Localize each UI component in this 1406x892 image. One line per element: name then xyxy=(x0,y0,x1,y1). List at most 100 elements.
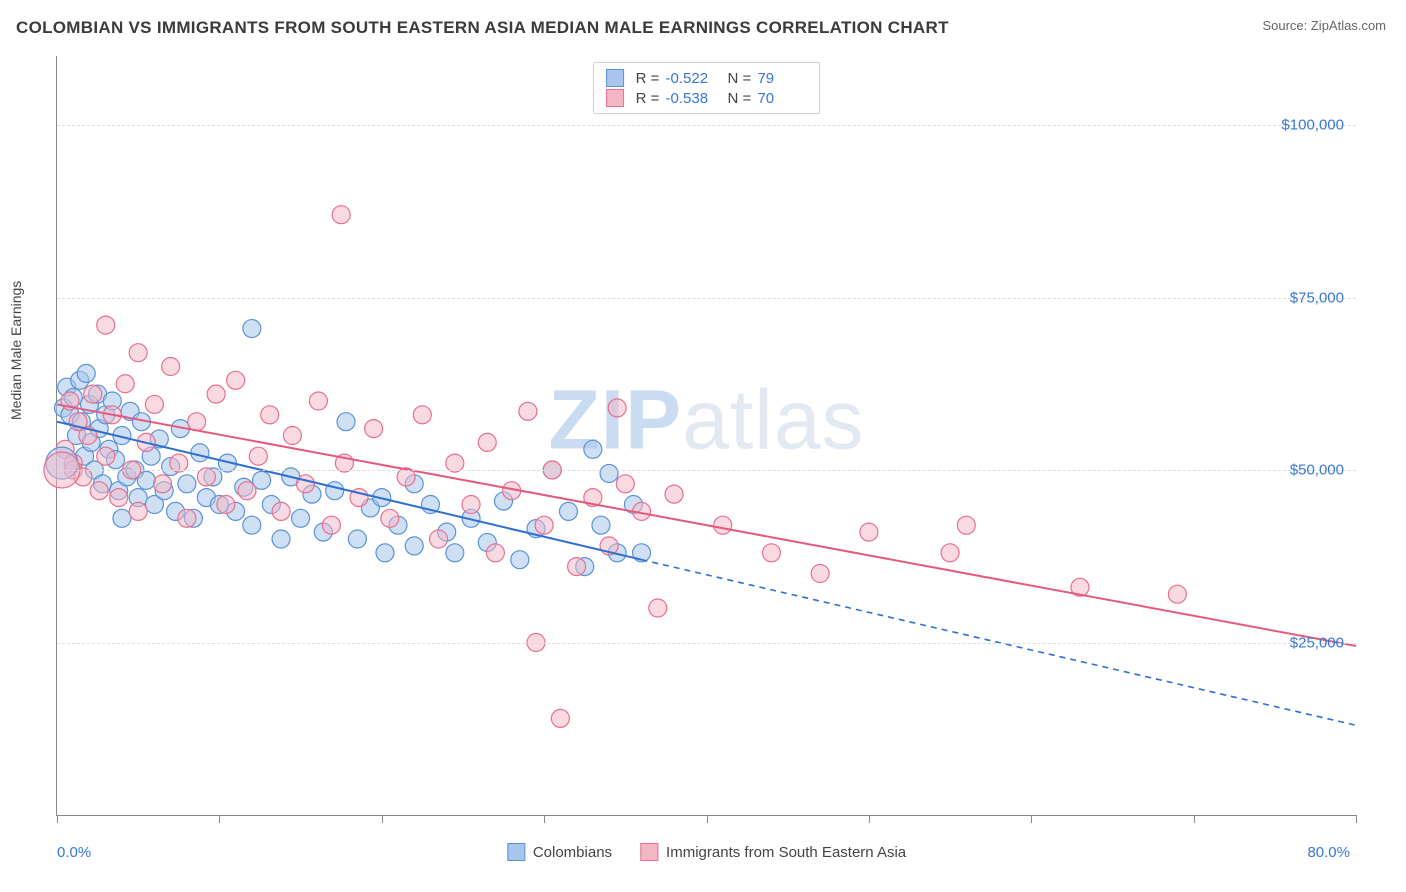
scatter-point xyxy=(486,544,504,562)
scatter-point xyxy=(332,206,350,224)
scatter-point xyxy=(649,599,667,617)
scatter-point xyxy=(283,427,301,445)
scatter-point xyxy=(860,523,878,541)
scatter-point xyxy=(600,464,618,482)
y-axis-label: Median Male Earnings xyxy=(8,281,24,420)
scatter-point xyxy=(238,482,256,500)
legend-stats-row-1: R = -0.522 N = 79 xyxy=(606,69,808,87)
scatter-point xyxy=(178,475,196,493)
scatter-point xyxy=(478,433,496,451)
scatter-point xyxy=(145,395,163,413)
scatter-point xyxy=(365,420,383,438)
r-label-2: R = xyxy=(636,90,660,107)
scatter-point xyxy=(665,485,683,503)
scatter-point xyxy=(129,502,147,520)
legend-stats: R = -0.522 N = 79 R = -0.538 N = 70 xyxy=(593,62,821,114)
scatter-point xyxy=(559,502,577,520)
scatter-point xyxy=(116,375,134,393)
scatter-point xyxy=(113,509,131,527)
y-tick-label: $75,000 xyxy=(1290,289,1344,306)
scatter-point xyxy=(811,565,829,583)
scatter-point xyxy=(326,482,344,500)
scatter-point xyxy=(249,447,267,465)
n-value-colombians: 79 xyxy=(757,70,807,87)
swatch-colombians xyxy=(606,69,624,87)
scatter-point xyxy=(608,399,626,417)
scatter-point xyxy=(296,475,314,493)
scatter-point xyxy=(714,516,732,534)
scatter-point xyxy=(584,440,602,458)
scatter-point xyxy=(191,444,209,462)
scatter-point xyxy=(322,516,340,534)
x-tick xyxy=(544,815,545,823)
scatter-point xyxy=(309,392,327,410)
scatter-point xyxy=(84,385,102,403)
scatter-point xyxy=(77,364,95,382)
legend-label-se-asia: Immigrants from South Eastern Asia xyxy=(666,844,906,861)
scatter-point xyxy=(511,551,529,569)
gridline-h xyxy=(57,643,1356,644)
scatter-point xyxy=(413,406,431,424)
scatter-point xyxy=(405,537,423,555)
scatter-point xyxy=(162,358,180,376)
n-label: N = xyxy=(728,70,752,87)
scatter-point xyxy=(446,544,464,562)
scatter-point xyxy=(272,502,290,520)
r-value-se-asia: -0.538 xyxy=(666,90,716,107)
scatter-point xyxy=(188,413,206,431)
y-tick-label: $100,000 xyxy=(1281,117,1344,134)
scatter-point xyxy=(129,344,147,362)
scatter-point xyxy=(207,385,225,403)
x-tick-label: 0.0% xyxy=(57,844,91,861)
n-label-2: N = xyxy=(728,90,752,107)
plot-svg xyxy=(57,56,1356,815)
scatter-point xyxy=(381,509,399,527)
x-tick xyxy=(707,815,708,823)
source-label: Source: ZipAtlas.com xyxy=(1262,18,1386,33)
scatter-point xyxy=(957,516,975,534)
scatter-point xyxy=(462,496,480,514)
scatter-point xyxy=(97,447,115,465)
legend-stats-row-2: R = -0.538 N = 70 xyxy=(606,89,808,107)
scatter-point xyxy=(261,406,279,424)
swatch-se-asia-2 xyxy=(640,843,658,861)
x-tick xyxy=(1356,815,1357,823)
legend-item-se-asia: Immigrants from South Eastern Asia xyxy=(640,843,906,861)
scatter-point xyxy=(519,402,537,420)
r-value-colombians: -0.522 xyxy=(666,70,716,87)
scatter-point xyxy=(97,316,115,334)
scatter-point xyxy=(272,530,290,548)
gridline-h xyxy=(57,470,1356,471)
n-value-se-asia: 70 xyxy=(757,90,807,107)
scatter-point xyxy=(568,558,586,576)
scatter-point xyxy=(592,516,610,534)
scatter-point xyxy=(430,530,448,548)
scatter-point xyxy=(535,516,553,534)
x-tick xyxy=(382,815,383,823)
x-tick xyxy=(869,815,870,823)
x-tick xyxy=(219,815,220,823)
gridline-h xyxy=(57,125,1356,126)
scatter-point xyxy=(217,496,235,514)
page-title: COLOMBIAN VS IMMIGRANTS FROM SOUTH EASTE… xyxy=(16,18,949,38)
chart-container: Median Male Earnings ZIPatlas R = -0.522… xyxy=(16,50,1390,882)
scatter-point xyxy=(551,709,569,727)
legend-item-colombians: Colombians xyxy=(507,843,612,861)
r-label: R = xyxy=(636,70,660,87)
scatter-point xyxy=(941,544,959,562)
x-tick xyxy=(1194,815,1195,823)
scatter-point xyxy=(243,516,261,534)
swatch-colombians-2 xyxy=(507,843,525,861)
x-tick xyxy=(57,815,58,823)
scatter-point xyxy=(154,475,172,493)
scatter-point xyxy=(616,475,634,493)
scatter-point xyxy=(292,509,310,527)
legend-series: Colombians Immigrants from South Eastern… xyxy=(507,843,906,861)
gridline-h xyxy=(57,298,1356,299)
y-tick-label: $50,000 xyxy=(1290,462,1344,479)
x-tick-label: 80.0% xyxy=(1307,844,1350,861)
legend-label-colombians: Colombians xyxy=(533,844,612,861)
scatter-point xyxy=(376,544,394,562)
scatter-point xyxy=(762,544,780,562)
y-tick-label: $25,000 xyxy=(1290,634,1344,651)
